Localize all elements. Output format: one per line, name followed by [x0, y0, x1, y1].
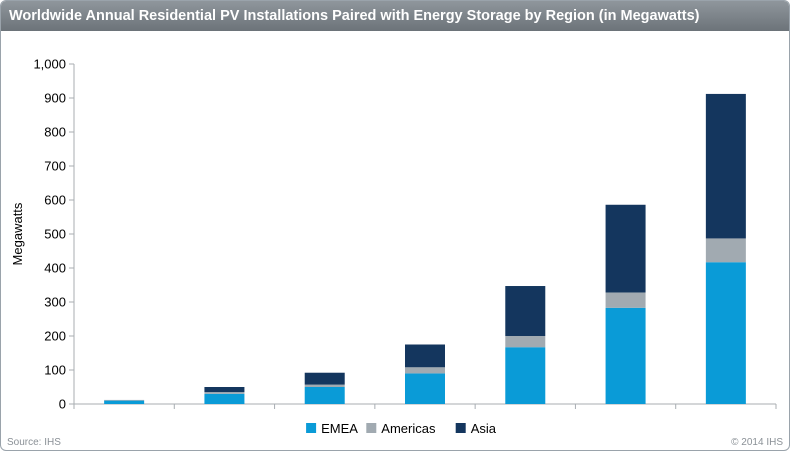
y-tick-label: 200 — [44, 329, 66, 344]
bar-emea-2 — [204, 393, 245, 404]
bar-emea-6 — [605, 307, 646, 404]
bar-emea-5 — [505, 347, 546, 404]
bar-americas-6 — [605, 292, 646, 308]
bar-asia-2 — [204, 387, 245, 393]
bar-emea-1 — [104, 400, 145, 404]
legend-item-emea: EMEA — [306, 421, 358, 436]
bar-emea-7 — [705, 262, 746, 404]
bars — [104, 93, 746, 404]
y-tick-label: 800 — [44, 125, 66, 140]
bar-asia-5 — [505, 286, 546, 336]
legend-label: Asia — [471, 421, 497, 436]
y-tick-label: 900 — [44, 91, 66, 106]
bar-americas-4 — [405, 367, 445, 374]
y-tick-label: 600 — [44, 193, 66, 208]
bar-emea-3 — [304, 387, 345, 404]
bar-americas-2 — [204, 392, 245, 394]
chart-title: Worldwide Annual Residential PV Installa… — [1, 1, 789, 31]
source-note: Source: IHS — [7, 437, 61, 448]
bar-americas-3 — [304, 384, 345, 387]
y-axis-title: Megawatts — [10, 202, 25, 265]
legend-swatch — [306, 423, 317, 433]
legend-item-americas: Americas — [366, 421, 436, 436]
bar-emea-4 — [405, 373, 445, 404]
y-tick-label: 100 — [44, 363, 66, 378]
bar-americas-7 — [705, 238, 746, 263]
legend-swatch — [455, 423, 466, 433]
legend-label: EMEA — [321, 421, 358, 436]
bar-americas-1 — [104, 399, 145, 401]
legend: EMEA Americas Asia — [306, 421, 497, 436]
y-tick-label: 0 — [59, 397, 66, 412]
legend-item-asia: Asia — [455, 421, 497, 436]
y-tick-label: 700 — [44, 159, 66, 174]
copyright-note: © 2014 IHS — [731, 437, 783, 448]
y-tick-label: 300 — [44, 295, 66, 310]
bar-americas-5 — [505, 336, 546, 348]
x-axis — [73, 403, 777, 409]
legend-swatch — [366, 423, 377, 433]
y-tick-label: 400 — [44, 261, 66, 276]
y-axis: 0 100 200 300 400 500 600 700 800 900 1,000 — [33, 57, 75, 412]
bar-asia-3 — [304, 372, 345, 385]
legend-label: Americas — [381, 421, 436, 436]
bar-asia-4 — [405, 344, 445, 368]
bar-asia-6 — [605, 204, 646, 293]
y-tick-label: 1,000 — [33, 57, 66, 72]
bar-asia-7 — [705, 93, 746, 239]
y-tick-label: 500 — [44, 227, 66, 242]
